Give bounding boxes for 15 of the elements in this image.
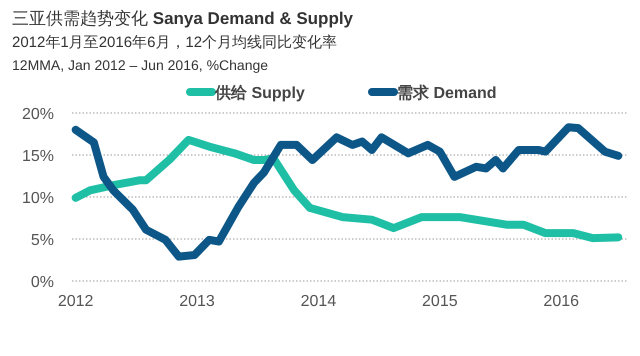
chart-subtitle: 2012年1月至2016年6月，12个月均线同比变化率	[12, 34, 338, 51]
y-tick-label: 10%	[22, 190, 54, 207]
x-tick-label: 2014	[300, 293, 336, 310]
y-tick-label: 20%	[22, 106, 54, 123]
y-tick-label: 0%	[30, 274, 54, 291]
y-tick-label: 15%	[22, 148, 54, 165]
chart-title: 三亚供需趋势变化 Sanya Demand & Supply	[12, 9, 354, 28]
y-tick-label: 5%	[30, 232, 54, 249]
x-tick-label: 2016	[543, 293, 580, 310]
legend-label: 供给 Supply	[214, 84, 305, 102]
x-tick-label: 2015	[422, 293, 458, 310]
legend-label: 需求 Demand	[397, 84, 497, 102]
x-tick-label: 2013	[179, 293, 215, 310]
x-tick-label: 2012	[58, 293, 94, 310]
text: 12MMA, Jan 2012 – Jun 2016, %Change	[12, 57, 268, 73]
